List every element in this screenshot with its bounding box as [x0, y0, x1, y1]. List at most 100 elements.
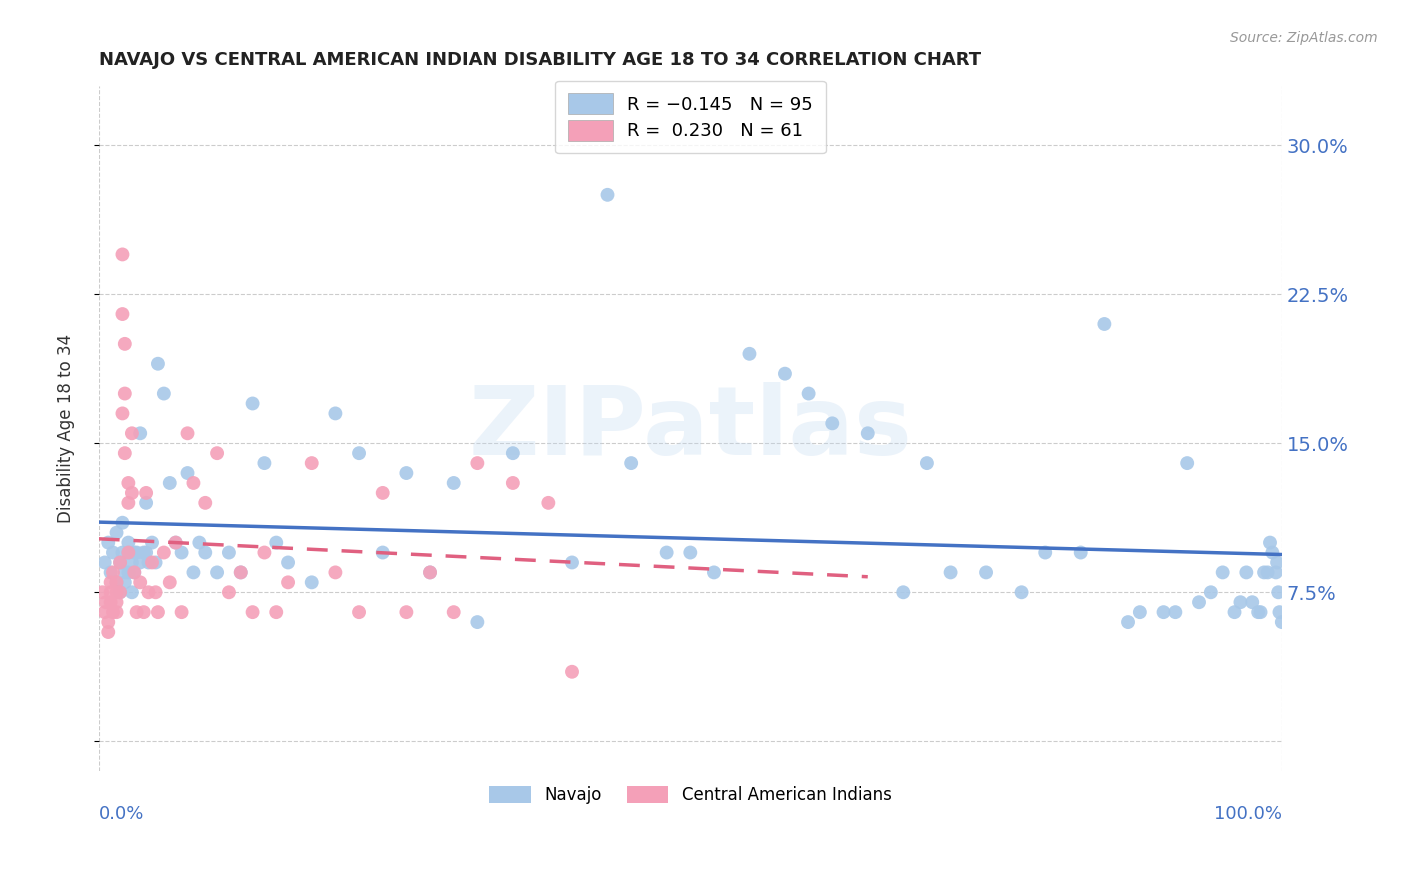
Point [100, 595, 122, 609]
Point [1116, 615, 1139, 629]
Point [124, 566, 146, 580]
Point [1092, 317, 1115, 331]
Point [856, 426, 879, 441]
Point [301, 575, 323, 590]
Point [1268, 605, 1291, 619]
Point [153, 386, 176, 401]
Point [176, 466, 198, 480]
Point [1199, 585, 1222, 599]
Point [111, 406, 134, 420]
Point [1247, 605, 1270, 619]
Point [229, 566, 252, 580]
Point [1267, 585, 1289, 599]
Point [135, 545, 157, 559]
Point [371, 486, 394, 500]
Point [111, 545, 134, 559]
Point [1265, 556, 1288, 570]
Point [105, 575, 128, 590]
Point [1261, 545, 1284, 559]
Point [101, 545, 124, 559]
Point [1164, 605, 1187, 619]
Point [121, 556, 143, 570]
Point [395, 466, 418, 480]
Point [821, 417, 844, 431]
Point [939, 566, 962, 580]
Point [117, 545, 139, 559]
Point [974, 566, 997, 580]
Point [891, 585, 914, 599]
Point [915, 456, 938, 470]
Point [325, 566, 347, 580]
Point [165, 535, 187, 549]
Point [1011, 585, 1033, 599]
Point [132, 605, 155, 619]
Point [277, 575, 299, 590]
Point [114, 566, 136, 580]
Text: ZIPatlas: ZIPatlas [468, 382, 912, 475]
Point [738, 347, 761, 361]
Point [111, 307, 134, 321]
Point [138, 556, 160, 570]
Point [502, 475, 524, 490]
Point [703, 566, 725, 580]
Point [1188, 595, 1211, 609]
Point [620, 456, 643, 470]
Point [170, 605, 193, 619]
Point [108, 585, 131, 599]
Point [117, 566, 139, 580]
Point [117, 535, 139, 549]
Point [114, 336, 136, 351]
Point [183, 566, 205, 580]
Point [141, 556, 163, 570]
Point [159, 575, 181, 590]
Point [188, 535, 211, 549]
Point [1070, 545, 1092, 559]
Point [121, 585, 143, 599]
Point [205, 566, 228, 580]
Point [395, 605, 418, 619]
Point [301, 456, 323, 470]
Point [419, 566, 441, 580]
Point [97, 615, 120, 629]
Point [537, 496, 560, 510]
Point [124, 566, 146, 580]
Point [467, 615, 489, 629]
Point [117, 475, 139, 490]
Point [325, 406, 347, 420]
Point [218, 545, 240, 559]
Point [253, 545, 276, 559]
Point [1223, 605, 1246, 619]
Point [108, 556, 131, 570]
Point [138, 585, 160, 599]
Point [1153, 605, 1175, 619]
Point [129, 575, 152, 590]
Point [253, 456, 276, 470]
Text: Source: ZipAtlas.com: Source: ZipAtlas.com [1230, 31, 1378, 45]
Point [100, 585, 122, 599]
Point [153, 545, 176, 559]
Point [97, 625, 120, 640]
Text: NAVAJO VS CENTRAL AMERICAN INDIAN DISABILITY AGE 18 TO 34 CORRELATION CHART: NAVAJO VS CENTRAL AMERICAN INDIAN DISABI… [98, 51, 981, 69]
Point [114, 446, 136, 460]
Point [1253, 566, 1275, 580]
Point [561, 556, 583, 570]
Point [1033, 545, 1056, 559]
Point [183, 475, 205, 490]
Point [443, 475, 465, 490]
Point [1229, 595, 1251, 609]
Legend: Navajo, Central American Indians: Navajo, Central American Indians [482, 780, 898, 811]
Point [124, 545, 146, 559]
Point [218, 585, 240, 599]
Point [145, 556, 167, 570]
Point [105, 595, 128, 609]
Point [111, 516, 134, 530]
Point [105, 605, 128, 619]
Point [229, 566, 252, 580]
Point [159, 475, 181, 490]
Point [165, 535, 187, 549]
Point [467, 456, 489, 470]
Point [101, 566, 124, 580]
Point [1241, 595, 1264, 609]
Text: 0.0%: 0.0% [98, 805, 145, 823]
Point [125, 605, 148, 619]
